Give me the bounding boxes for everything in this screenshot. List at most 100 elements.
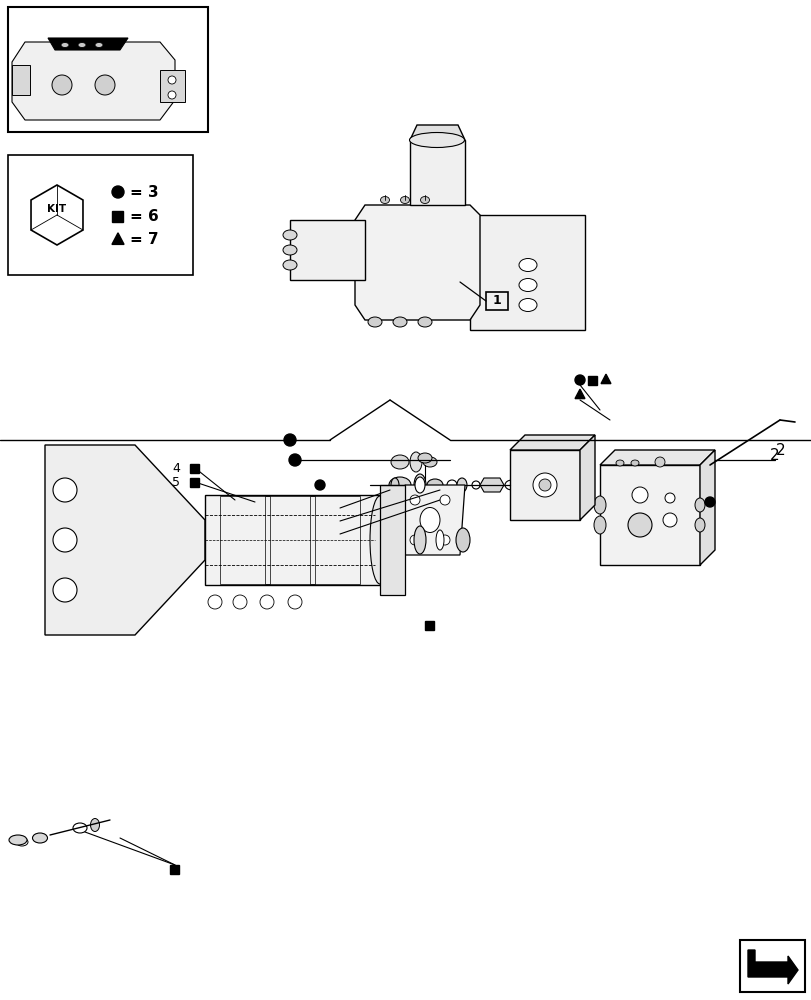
Ellipse shape [504,480,518,490]
Circle shape [112,186,124,198]
Bar [113,211,123,222]
Text: 2: 2 [769,448,779,462]
Ellipse shape [370,496,389,584]
Bar [739,940,804,992]
Text: 2: 2 [775,443,785,458]
Ellipse shape [457,478,466,492]
Circle shape [663,513,676,527]
Ellipse shape [90,818,100,831]
Ellipse shape [78,43,86,48]
Polygon shape [112,233,124,244]
Ellipse shape [594,496,605,514]
Ellipse shape [391,478,398,492]
Circle shape [631,487,647,503]
Circle shape [440,495,449,505]
Bar [313,530,322,538]
Polygon shape [509,450,579,520]
Polygon shape [290,220,365,280]
Ellipse shape [419,508,440,532]
Circle shape [654,457,664,467]
Ellipse shape [418,317,431,327]
Circle shape [53,578,77,602]
Polygon shape [45,445,204,635]
Circle shape [324,516,335,526]
Circle shape [410,495,419,505]
Ellipse shape [420,197,429,204]
Circle shape [95,75,115,95]
Bar [8,7,208,132]
Bar [8,155,193,275]
Circle shape [233,595,247,609]
Ellipse shape [95,43,103,48]
Circle shape [315,480,324,490]
Polygon shape [12,42,175,120]
Text: = 7: = 7 [130,232,158,247]
Text: 1: 1 [492,294,500,308]
Circle shape [289,454,301,466]
Ellipse shape [61,43,69,48]
Polygon shape [12,65,30,95]
Ellipse shape [414,477,424,493]
Circle shape [532,473,556,497]
Ellipse shape [393,317,406,327]
Polygon shape [574,389,584,399]
Text: 4: 4 [172,462,180,475]
Ellipse shape [283,260,297,270]
Polygon shape [400,485,465,555]
Polygon shape [479,478,504,492]
Ellipse shape [283,245,297,255]
Ellipse shape [423,457,436,467]
Ellipse shape [283,230,297,240]
Polygon shape [579,435,594,520]
Circle shape [284,434,296,446]
Circle shape [574,375,584,385]
Ellipse shape [73,823,87,833]
Ellipse shape [518,278,536,292]
Ellipse shape [518,258,536,271]
Circle shape [260,595,273,609]
Ellipse shape [367,317,381,327]
Ellipse shape [446,480,457,490]
Ellipse shape [391,455,409,469]
Polygon shape [31,185,83,245]
Ellipse shape [427,479,443,491]
Ellipse shape [414,474,426,496]
Ellipse shape [409,133,464,148]
Ellipse shape [418,453,431,463]
Ellipse shape [436,530,444,550]
Circle shape [168,76,176,84]
Ellipse shape [410,452,422,472]
Ellipse shape [517,476,530,494]
Circle shape [410,535,419,545]
Bar [264,496,315,584]
Ellipse shape [400,197,409,204]
Ellipse shape [694,518,704,532]
Polygon shape [324,528,334,538]
Ellipse shape [694,498,704,512]
Polygon shape [204,495,380,585]
Circle shape [208,595,221,609]
Circle shape [664,493,674,503]
Text: KIT: KIT [47,204,67,214]
Text: 5: 5 [172,476,180,488]
Bar [486,292,508,310]
Ellipse shape [16,838,28,846]
Ellipse shape [456,528,470,552]
Ellipse shape [388,477,410,493]
Polygon shape [380,485,405,595]
Polygon shape [509,435,594,450]
Polygon shape [600,374,610,384]
Ellipse shape [471,481,479,489]
Circle shape [168,91,176,99]
Bar [313,516,322,526]
Circle shape [440,535,449,545]
Ellipse shape [414,526,426,554]
Ellipse shape [380,197,389,204]
Bar [191,478,200,487]
Ellipse shape [594,516,605,534]
Polygon shape [747,950,797,984]
Circle shape [53,478,77,502]
Polygon shape [410,140,465,205]
Text: = 6: = 6 [130,209,159,224]
Polygon shape [599,465,699,565]
